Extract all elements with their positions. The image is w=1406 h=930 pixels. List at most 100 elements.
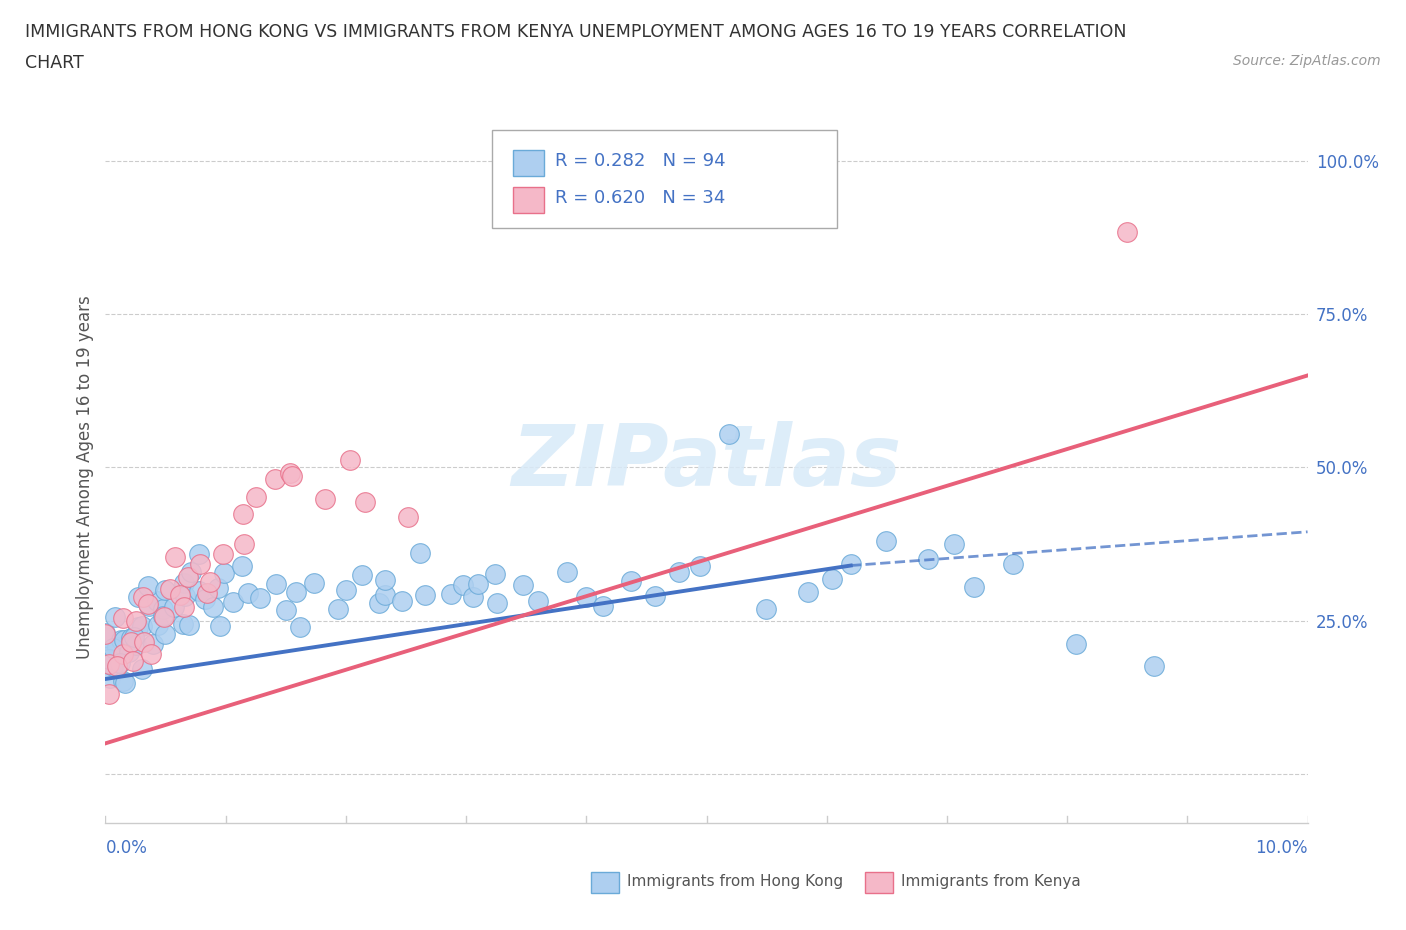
Point <box>127 619 149 634</box>
Point <box>94 657 117 671</box>
Point <box>94 626 117 641</box>
Point <box>98 687 121 702</box>
Text: ZIPatlas: ZIPatlas <box>512 421 901 504</box>
Point <box>222 594 245 609</box>
Point <box>409 546 432 561</box>
Point <box>281 468 304 483</box>
Y-axis label: Unemployment Among Ages 16 to 19 years: Unemployment Among Ages 16 to 19 years <box>76 295 94 658</box>
Point <box>350 567 373 582</box>
Point <box>96 649 118 664</box>
Point <box>1064 636 1087 651</box>
Point <box>875 533 897 548</box>
Point <box>963 579 986 594</box>
Point <box>146 593 169 608</box>
Text: R = 0.620   N = 34: R = 0.620 N = 34 <box>555 189 725 207</box>
Point <box>188 557 211 572</box>
Point <box>112 611 135 626</box>
Point <box>1001 557 1024 572</box>
Point <box>201 600 224 615</box>
Point <box>396 509 419 524</box>
Point <box>797 585 820 600</box>
Point <box>121 654 143 669</box>
Point <box>110 632 132 647</box>
Point <box>177 570 200 585</box>
Text: IMMIGRANTS FROM HONG KONG VS IMMIGRANTS FROM KENYA UNEMPLOYMENT AMONG AGES 16 TO: IMMIGRANTS FROM HONG KONG VS IMMIGRANTS … <box>25 23 1126 41</box>
Point <box>124 630 146 644</box>
Point <box>207 580 229 595</box>
Point <box>374 588 396 603</box>
Point <box>233 537 256 551</box>
Point <box>100 647 122 662</box>
Point <box>98 652 121 667</box>
Point <box>208 618 231 633</box>
Point <box>169 588 191 603</box>
Point <box>163 550 186 565</box>
Point <box>172 617 194 631</box>
Point <box>174 589 197 604</box>
Point <box>104 653 127 668</box>
Point <box>212 547 235 562</box>
Point <box>249 591 271 605</box>
Point <box>917 551 939 566</box>
Point <box>1116 224 1139 239</box>
Point <box>132 590 155 604</box>
Point <box>339 452 361 467</box>
Point <box>413 588 436 603</box>
Text: CHART: CHART <box>25 54 84 72</box>
Point <box>575 590 598 604</box>
Point <box>98 671 121 685</box>
Point <box>131 618 153 633</box>
Point <box>266 577 288 591</box>
Point <box>668 565 690 579</box>
Point <box>177 618 200 632</box>
Point <box>264 472 287 486</box>
Point <box>644 588 666 603</box>
Point <box>1143 658 1166 673</box>
Point <box>188 547 211 562</box>
Point <box>285 585 308 600</box>
Point <box>391 593 413 608</box>
Point <box>484 566 506 581</box>
Point <box>187 583 209 598</box>
Point <box>155 627 177 642</box>
Point <box>97 657 120 671</box>
Point <box>173 599 195 614</box>
Point <box>238 586 260 601</box>
Point <box>194 591 217 606</box>
Point <box>451 578 474 592</box>
Point <box>276 602 298 617</box>
Text: Source: ZipAtlas.com: Source: ZipAtlas.com <box>1233 54 1381 68</box>
Point <box>195 586 218 601</box>
Text: 0.0%: 0.0% <box>105 839 148 857</box>
Point <box>134 635 156 650</box>
Point <box>755 601 778 616</box>
Point <box>717 427 740 442</box>
Point <box>353 495 375 510</box>
Point <box>101 658 124 673</box>
Point <box>374 573 396 588</box>
Point <box>592 598 614 613</box>
Point <box>152 609 174 624</box>
Point <box>94 626 117 641</box>
Point <box>461 590 484 604</box>
Point <box>163 600 186 615</box>
Text: Immigrants from Hong Kong: Immigrants from Hong Kong <box>627 874 844 889</box>
Text: Immigrants from Kenya: Immigrants from Kenya <box>901 874 1081 889</box>
Point <box>125 614 148 629</box>
Point <box>526 593 548 608</box>
Point <box>173 576 195 591</box>
Point <box>689 559 711 574</box>
Point <box>159 581 181 596</box>
Point <box>107 639 129 654</box>
Point <box>335 582 357 597</box>
Point <box>153 582 176 597</box>
Point <box>112 647 135 662</box>
Point <box>620 574 643 589</box>
Point <box>821 572 844 587</box>
Point <box>127 590 149 604</box>
Point <box>943 537 966 551</box>
Point <box>112 632 135 647</box>
Point <box>232 507 254 522</box>
Point <box>326 602 349 617</box>
Point <box>120 631 142 645</box>
